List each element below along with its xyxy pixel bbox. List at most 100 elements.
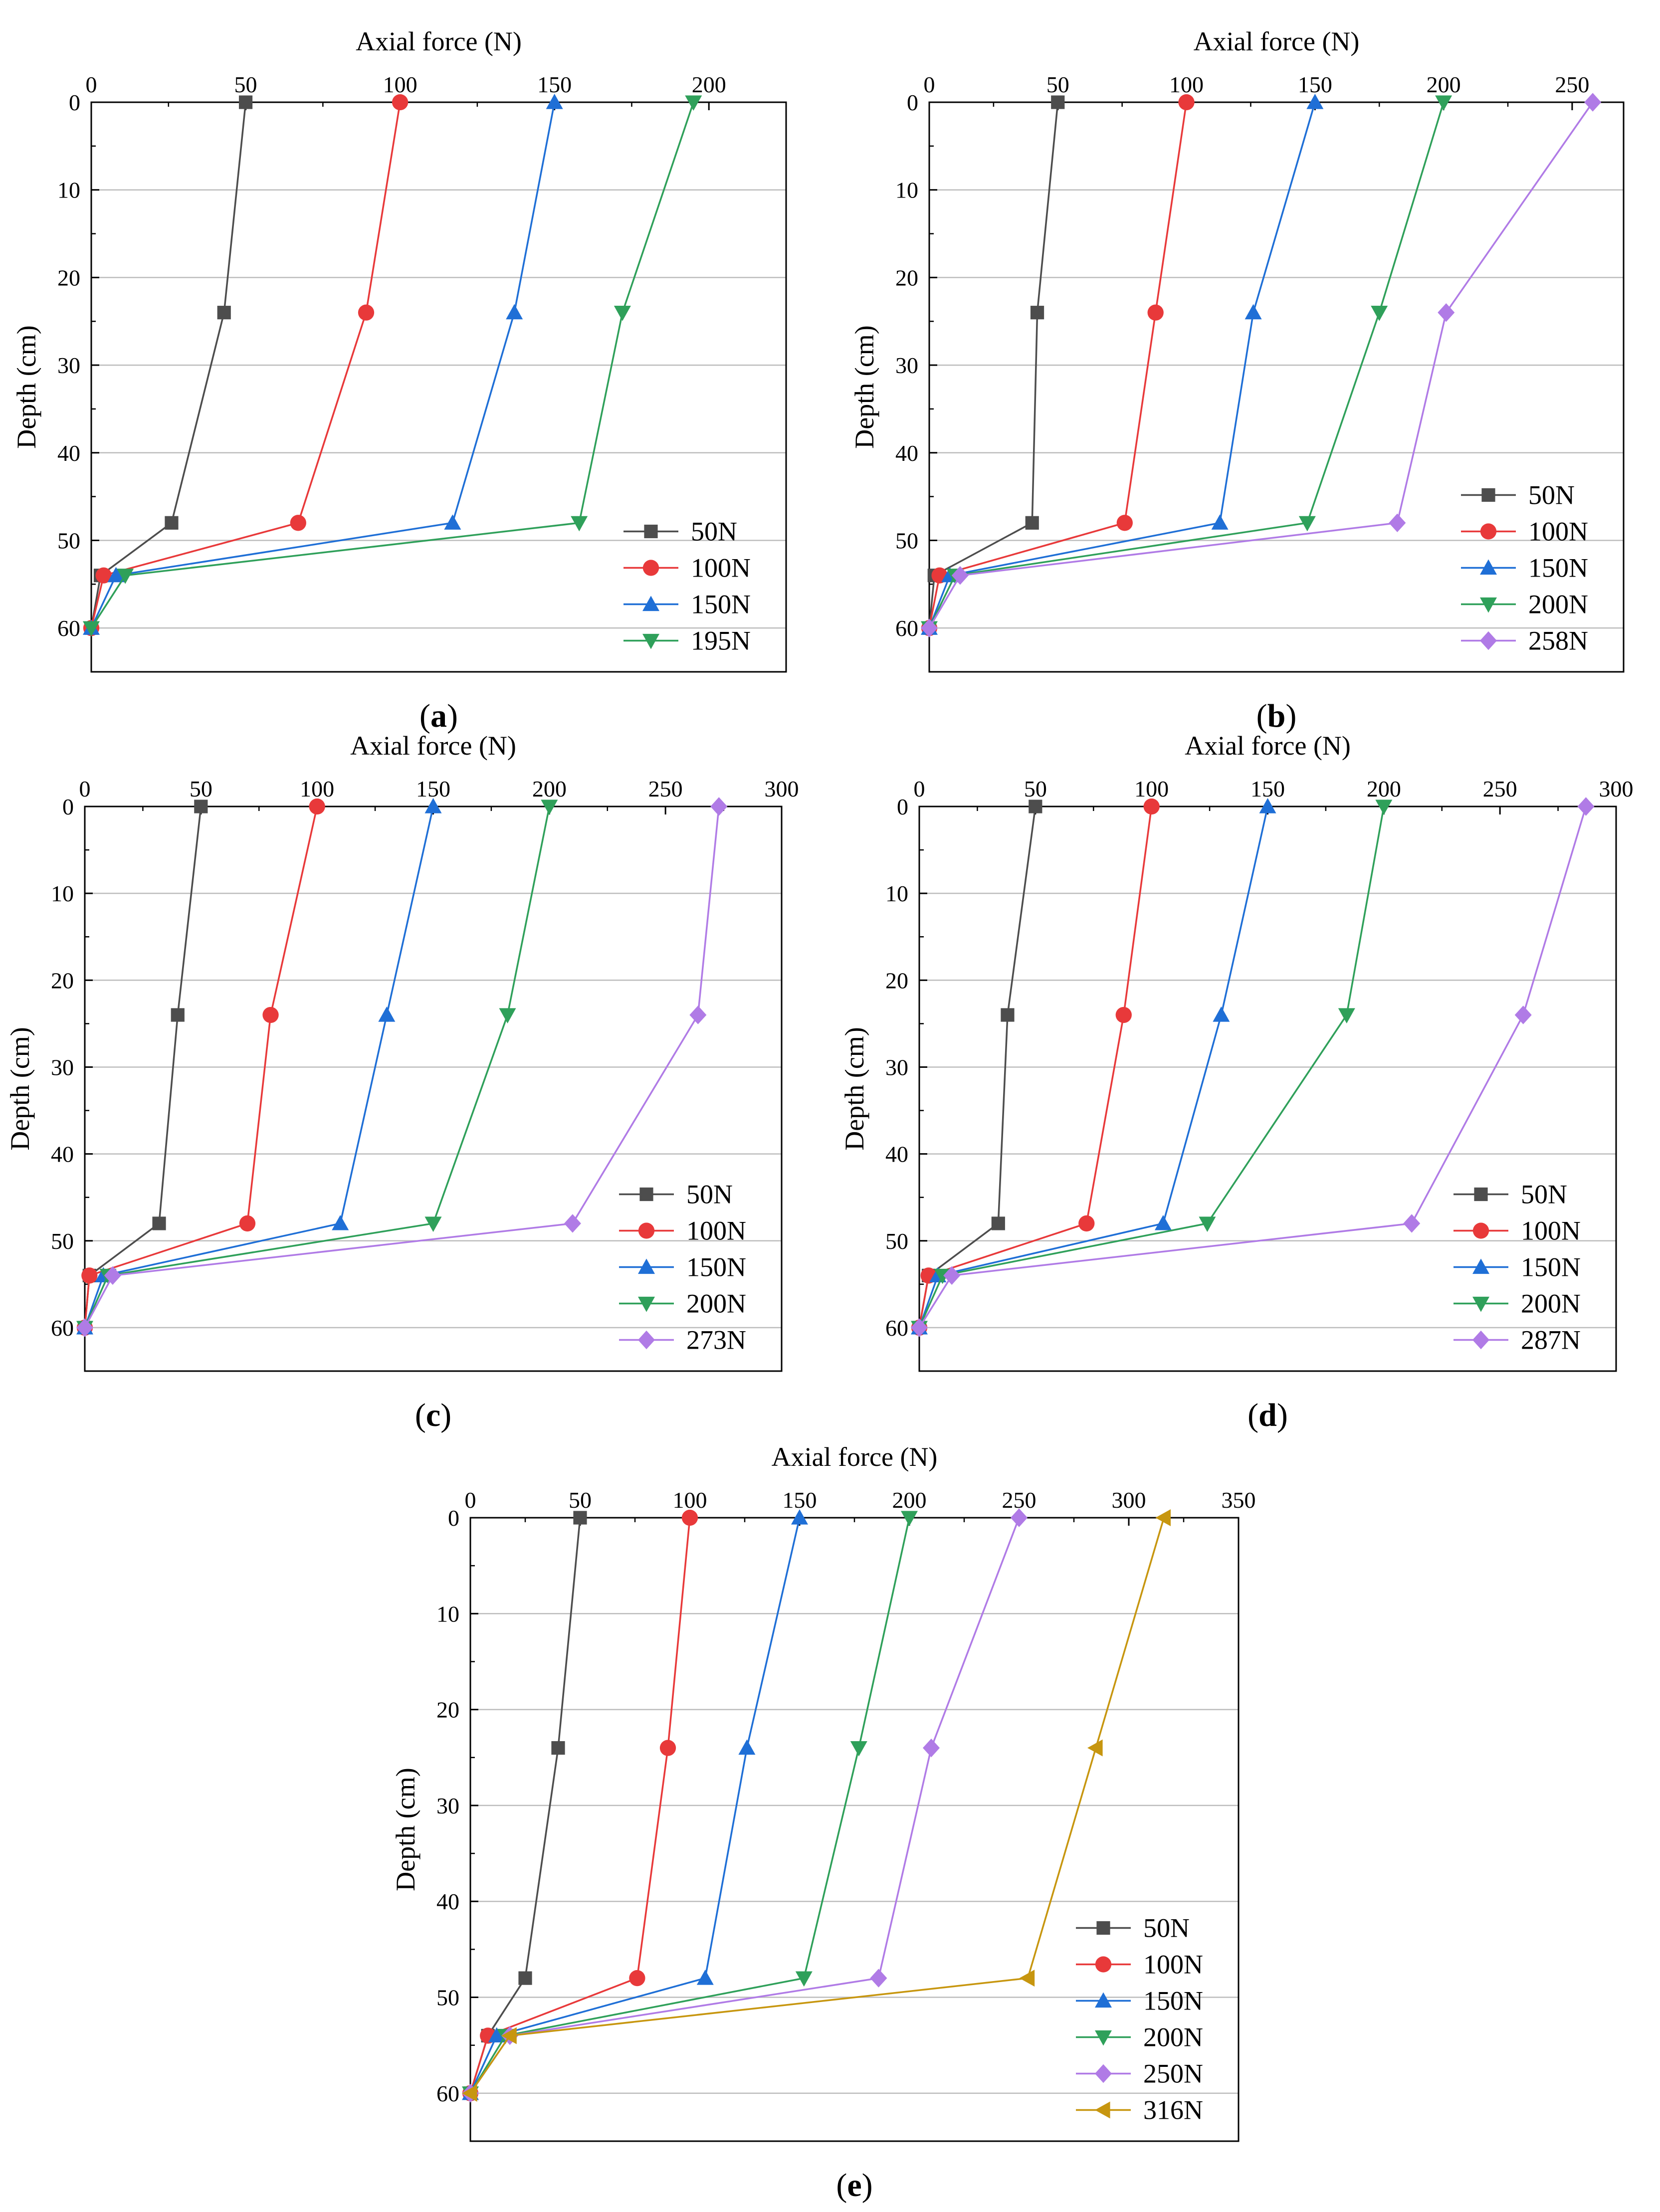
y-tick-label: 50 xyxy=(895,528,918,553)
x-tick-label: 200 xyxy=(1427,72,1461,97)
data-point xyxy=(911,1318,928,1337)
plot-frame xyxy=(469,1517,1240,2142)
series-287N xyxy=(911,797,1595,1337)
data-point xyxy=(1514,1005,1532,1024)
x-tick-label: 150 xyxy=(416,776,450,802)
plot-frame xyxy=(84,805,783,1372)
data-point xyxy=(332,1214,349,1230)
x-tick-label: 0 xyxy=(465,1487,476,1513)
data-point xyxy=(1011,1508,1028,1527)
plot-frame xyxy=(90,101,787,673)
series-100N xyxy=(76,798,325,1336)
data-point xyxy=(1001,1008,1015,1022)
chart-panel-e: 0 50 100 150 200 250 300 3500102030405060Axial … xyxy=(391,1442,1256,2204)
y-tick-label: 20 xyxy=(57,265,80,290)
x-tick-label: 50 xyxy=(234,72,257,97)
x-tick-label: 0 xyxy=(79,776,91,802)
legend-label: 100N xyxy=(1528,517,1588,547)
x-axis-title: Axial force (N) xyxy=(356,26,522,56)
data-point xyxy=(424,1216,442,1232)
legend-marker xyxy=(1095,1956,1112,1973)
panel-caption: (b) xyxy=(1256,698,1297,734)
data-point xyxy=(444,514,461,530)
chart-panel-d: 0 50 100 150 200 250 300 0 10 20 30 40 50 60 Axial for… xyxy=(839,731,1634,1433)
legend-label: 200N xyxy=(1521,1289,1581,1319)
data-point xyxy=(571,516,588,532)
plot-frame xyxy=(928,101,1625,673)
data-point xyxy=(564,1214,581,1233)
x-tick-label: 200 xyxy=(692,72,726,97)
x-tick-label: 250 xyxy=(1483,776,1517,802)
legend-label: 150N xyxy=(1521,1252,1581,1282)
data-point xyxy=(1438,303,1455,322)
legend-label: 316N xyxy=(1143,2095,1203,2125)
y-tick-label: 40 xyxy=(51,1142,74,1167)
data-point xyxy=(1298,516,1316,532)
legend-marker xyxy=(642,596,659,611)
legend-label: 150N xyxy=(686,1252,746,1282)
y-tick-label: 60 xyxy=(436,2081,459,2106)
series-150N xyxy=(921,94,1324,635)
data-point xyxy=(462,2084,477,2102)
y-tick-label: 10 xyxy=(436,1601,459,1626)
legend-label: 100N xyxy=(1143,1950,1203,1980)
data-point xyxy=(689,1005,707,1024)
data-point xyxy=(506,304,523,320)
data-point xyxy=(738,1739,756,1755)
y-tick-label: 10 xyxy=(51,881,74,906)
legend-marker xyxy=(639,1187,653,1202)
data-point xyxy=(1029,800,1042,813)
data-point xyxy=(238,95,253,109)
legend-marker xyxy=(638,1222,655,1239)
y-tick-label: 40 xyxy=(57,440,80,466)
y-tick-label: 30 xyxy=(895,353,918,378)
legend-marker xyxy=(1472,1296,1489,1312)
y-tick-label: 60 xyxy=(51,1315,74,1341)
data-point xyxy=(1087,1739,1103,1757)
legend-marker xyxy=(644,524,658,539)
legend: 50N 100N 150N 200N 258N xyxy=(1461,480,1588,656)
y-tick-label: 10 xyxy=(885,881,908,906)
series-195N xyxy=(83,95,702,637)
data-point xyxy=(1435,95,1452,111)
data-point xyxy=(1375,800,1393,815)
legend-label: 50N xyxy=(1521,1180,1567,1209)
y-tick-label: 40 xyxy=(885,1142,908,1167)
data-point xyxy=(573,1511,587,1525)
data-point xyxy=(1078,1215,1095,1232)
legend-label: 50N xyxy=(1143,1913,1190,1943)
legend-marker xyxy=(642,633,659,649)
y-tick-label: 10 xyxy=(57,178,80,203)
x-tick-label: 0 xyxy=(914,776,925,802)
data-point xyxy=(1178,94,1195,111)
legend-label: 273N xyxy=(686,1325,746,1355)
legend-marker xyxy=(1095,2030,1112,2046)
data-point xyxy=(1245,304,1262,320)
legend-marker xyxy=(1480,597,1497,613)
data-point xyxy=(901,1511,918,1526)
x-axis-title: Axial force (N) xyxy=(350,731,516,761)
data-point xyxy=(76,1318,93,1337)
y-tick-label: 20 xyxy=(895,265,918,290)
data-point xyxy=(358,304,375,321)
y-tick-label: 60 xyxy=(895,615,918,641)
x-tick-label: 50 xyxy=(190,776,212,802)
x-tick-label: 200 xyxy=(1367,776,1401,802)
data-point xyxy=(850,1741,867,1757)
y-tick-label: 0 xyxy=(62,794,74,819)
panel-caption: (c) xyxy=(415,1397,451,1433)
legend-marker xyxy=(1472,1258,1489,1274)
data-point xyxy=(1147,304,1164,321)
y-tick-label: 40 xyxy=(895,440,918,466)
y-tick-label: 0 xyxy=(69,90,80,115)
x-axis-title: Axial force (N) xyxy=(1185,731,1351,761)
legend-marker xyxy=(1095,2101,1110,2119)
data-point xyxy=(1116,515,1133,531)
series-200N xyxy=(921,95,1452,637)
x-tick-label: 150 xyxy=(1298,72,1332,97)
data-point xyxy=(921,618,938,637)
legend-marker xyxy=(1095,2064,1112,2083)
data-point xyxy=(290,515,306,531)
data-point xyxy=(104,1266,121,1285)
